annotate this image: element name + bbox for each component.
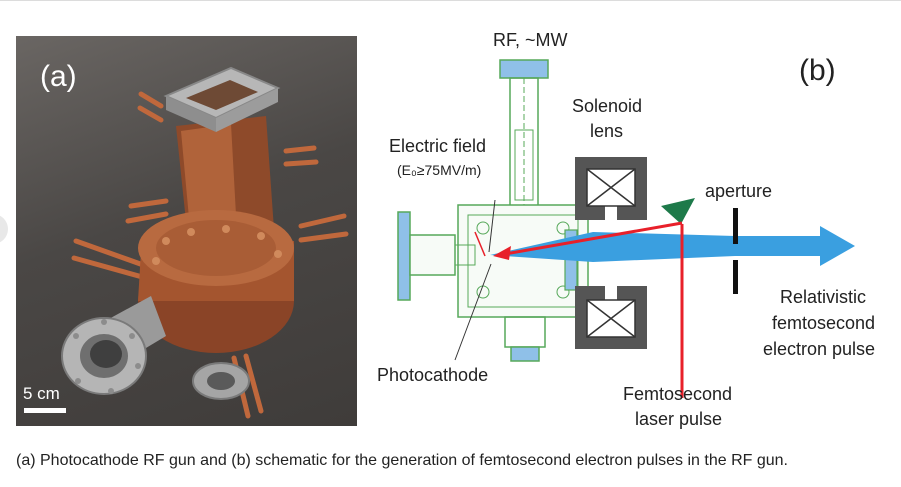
relativistic-label-line2: femtosecond: [772, 313, 876, 333]
field-value-label: (E₀≥75MV/m): [397, 162, 482, 178]
rf-gun-schematic: RF, ~MW (b) Solenoid lens Electric field…: [365, 20, 901, 440]
scale-bar-label: 5 cm: [23, 384, 60, 403]
electric-field-label: Electric field: [389, 136, 487, 156]
relativistic-label-line1: Relativistic: [780, 287, 867, 307]
solenoid-label-line1: Solenoid: [572, 96, 643, 116]
femtosecond-label-line1: Femtosecond: [623, 384, 733, 404]
panel-b-label: (b): [799, 54, 836, 87]
panel-a-label: (a): [40, 60, 77, 93]
femtosecond-label-line2: laser pulse: [635, 409, 723, 429]
rf-label: RF, ~MW: [493, 30, 568, 50]
rf-gun-photo: (a) 5 cm: [16, 36, 357, 426]
figure-caption: (a) Photocathode RF gun and (b) schemati…: [16, 452, 788, 469]
schematic-drawing: [397, 59, 855, 398]
side-scroll-tab[interactable]: [0, 214, 8, 244]
solenoid-label-line2: lens: [590, 121, 624, 141]
scale-bar: [24, 408, 66, 413]
rf-gun-illustration: [61, 66, 349, 419]
relativistic-label-line3: electron pulse: [763, 339, 876, 359]
aperture-label: aperture: [705, 181, 773, 201]
top-divider: [0, 0, 901, 1]
photocathode-label: Photocathode: [377, 365, 489, 385]
